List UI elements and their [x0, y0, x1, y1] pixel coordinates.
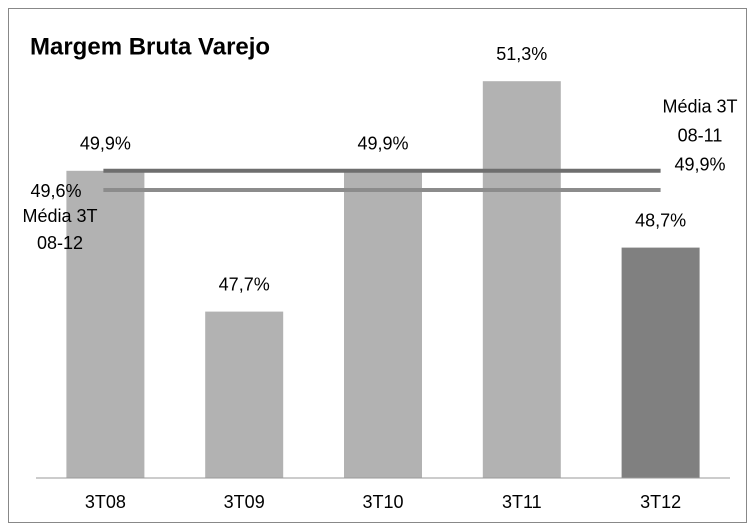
value-label: 49,9% [80, 134, 131, 154]
x-tick-label: 3T12 [640, 492, 681, 512]
bar [205, 311, 284, 478]
bar [621, 247, 700, 478]
chart-title: Margem Bruta Varejo [30, 33, 270, 60]
x-tick-label: 3T10 [362, 492, 403, 512]
bar [482, 81, 561, 478]
value-label: 48,7% [635, 210, 686, 230]
bar [66, 170, 145, 479]
value-label: 47,7% [219, 274, 270, 294]
reference-value-label: 49,9% [674, 155, 725, 175]
x-tick-label: 3T09 [224, 492, 265, 512]
reference-value-label: 49,6% [30, 181, 81, 201]
reference-label: Média 3T [22, 206, 97, 226]
x-tick-label: 3T08 [85, 492, 126, 512]
value-label: 51,3% [496, 44, 547, 64]
value-label: 49,9% [357, 134, 408, 154]
reference-label: 08-12 [37, 233, 83, 253]
bar [344, 170, 422, 479]
reference-label: 08-11 [678, 126, 723, 146]
x-tick-label: 3T11 [502, 492, 542, 512]
reference-label: Média 3T [662, 97, 737, 117]
